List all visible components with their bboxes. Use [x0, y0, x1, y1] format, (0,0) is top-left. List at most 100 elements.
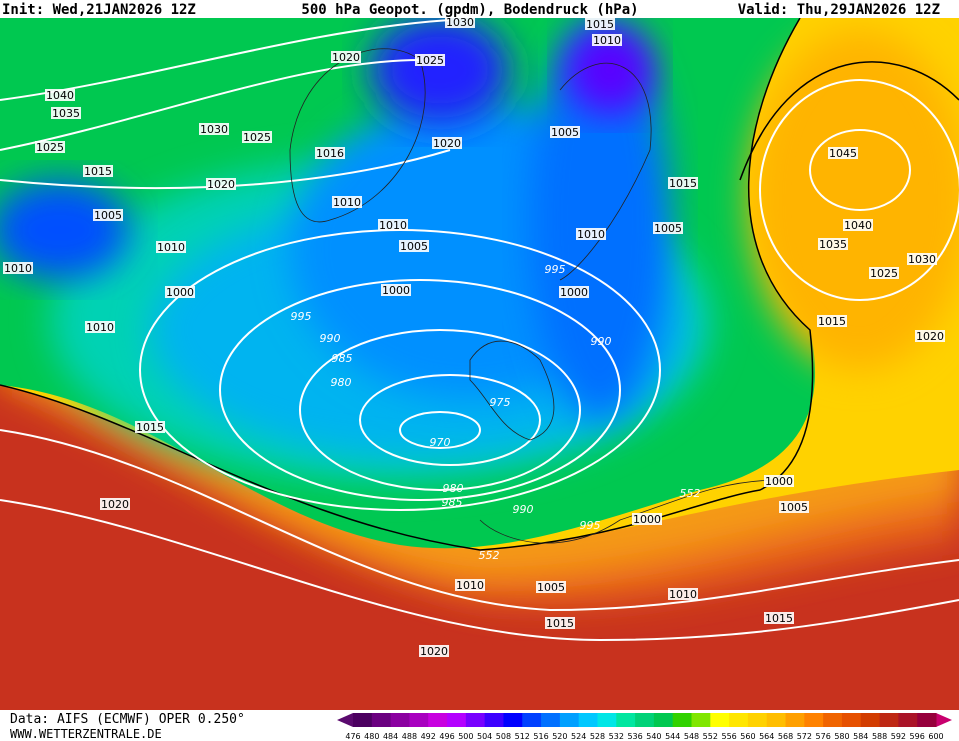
- isobar-label: 1045: [829, 147, 857, 160]
- isobar-label: 1035: [819, 238, 847, 251]
- isobar-label: 1020: [433, 137, 461, 150]
- isobar-label: 1000: [765, 475, 793, 488]
- colorbar-swatch: [898, 713, 918, 727]
- isobar-label: 1010: [333, 196, 361, 209]
- isobar-label-bg: [332, 196, 362, 208]
- colorbar-label: 576: [816, 732, 831, 741]
- isobar-label-bg: [455, 579, 485, 591]
- isobar-label: 1040: [844, 219, 872, 232]
- colorbar-label: 588: [872, 732, 887, 741]
- colorbar-swatch: [428, 713, 448, 727]
- colorbar-label: 572: [797, 732, 812, 741]
- colorbar-swatch: [616, 713, 636, 727]
- colorbar-swatch: [390, 713, 410, 727]
- isobar-label: 1030: [908, 253, 936, 266]
- isobar-label-bg: [764, 475, 794, 487]
- isobar-label-bg: [779, 501, 809, 513]
- colorbar-swatch: [917, 713, 937, 727]
- isobar-label-bg: [315, 147, 345, 159]
- colorbar-swatch: [484, 713, 504, 727]
- isobar-label: 1015: [765, 612, 793, 625]
- isobar-label: 995: [580, 519, 601, 532]
- colorbar-label: 524: [571, 732, 586, 741]
- colorbar-swatch: [653, 713, 674, 727]
- colorbar-swatch: [353, 713, 373, 727]
- isobar-label-bg: [668, 588, 698, 600]
- colorbar-swatch: [503, 713, 523, 727]
- colorbar-label: 500: [458, 732, 473, 741]
- init-time: Init: Wed,21JAN2026 12Z: [2, 2, 196, 18]
- isobar-label: 1025: [416, 54, 444, 67]
- isobar-label: 1010: [669, 588, 697, 601]
- isobar-label-bg: [156, 241, 186, 253]
- colorbar-swatch: [879, 713, 899, 727]
- isobar-label: 1016: [316, 147, 344, 160]
- colorbar-label: 600: [928, 732, 943, 741]
- colorbar-label: 596: [910, 732, 925, 741]
- colorbar-label: 564: [759, 732, 774, 741]
- colorbar-label: 520: [552, 732, 567, 741]
- colorbar-label: 528: [590, 732, 605, 741]
- isobar-label: 1015: [818, 315, 846, 328]
- isobar-label-bg: [3, 262, 33, 274]
- isobar-label-bg: [632, 513, 662, 525]
- isobar-label: 1020: [916, 330, 944, 343]
- isobar-label-bg: [668, 177, 698, 189]
- isobar-label-bg: [100, 498, 130, 510]
- isobar-label: 990: [591, 335, 612, 348]
- colorbar-swatch: [710, 713, 730, 727]
- isobar-label: 980: [443, 482, 464, 495]
- colorbar-swatch: [447, 713, 467, 727]
- colorbar-swatch: [691, 713, 711, 727]
- isobar-label: 1015: [136, 421, 164, 434]
- isobar-label: 1015: [586, 18, 614, 31]
- isobar-label: 1000: [166, 286, 194, 299]
- isobar-label: 1005: [400, 240, 428, 253]
- isobar-label-bg: [828, 147, 858, 159]
- isobar-label: 1010: [456, 579, 484, 592]
- isobar-label: 1040: [46, 89, 74, 102]
- isobar-label: 1010: [4, 262, 32, 275]
- isobar-label-bg: [206, 178, 236, 190]
- isobar-label: 1030: [446, 16, 474, 29]
- colorbar-label: 488: [402, 732, 417, 741]
- isobar-label: 1025: [870, 267, 898, 280]
- colorbar-swatch: [823, 713, 843, 727]
- isobar-label-bg: [915, 330, 945, 342]
- colorbar-label: 476: [345, 732, 360, 741]
- valid-time: Valid: Thu,29JAN2026 12Z: [738, 2, 940, 18]
- isobar-label-bg: [592, 34, 622, 46]
- isobar-label: 1010: [593, 34, 621, 47]
- isobar-label-bg: [559, 286, 589, 298]
- colorbar-label: 484: [383, 732, 398, 741]
- colorbar-swatch: [785, 713, 805, 727]
- isobar-label-bg: [843, 219, 873, 231]
- colorbar-label: 580: [834, 732, 849, 741]
- colorbar-label: 560: [740, 732, 755, 741]
- colorbar-swatch: [522, 713, 542, 727]
- colorbar-swatch: [559, 713, 580, 727]
- isobar-label-bg: [242, 131, 272, 143]
- colorbar-swatch: [841, 713, 862, 727]
- colorbar-label: 540: [646, 732, 661, 741]
- isobar-label: 1035: [52, 107, 80, 120]
- colorbar-swatch: [766, 713, 787, 727]
- isobar-label-bg: [585, 18, 615, 30]
- isobar-label-bg: [45, 89, 75, 101]
- website: WWW.WETTERZENTRALE.DE: [10, 727, 162, 741]
- colorbar-swatch: [804, 713, 824, 727]
- isobar-label: 1005: [537, 581, 565, 594]
- isobar-label-bg: [381, 284, 411, 296]
- isobar-label-bg: [399, 240, 429, 252]
- map-field: 1030 1015 1010 1020 1025 1040 1035 1030 1025 1005…: [0, 16, 959, 710]
- isobar-label-bg: [165, 286, 195, 298]
- colorbar-swatch: [371, 713, 392, 727]
- isobar-label: 1010: [157, 241, 185, 254]
- isobar-label-bg: [419, 645, 449, 657]
- colorbar-low-arrow: [337, 713, 353, 727]
- isobar-label: 1020: [420, 645, 448, 658]
- isobar-label-bg: [378, 219, 408, 231]
- isobar-label: 980: [331, 376, 352, 389]
- isobar-label-bg: [818, 238, 848, 250]
